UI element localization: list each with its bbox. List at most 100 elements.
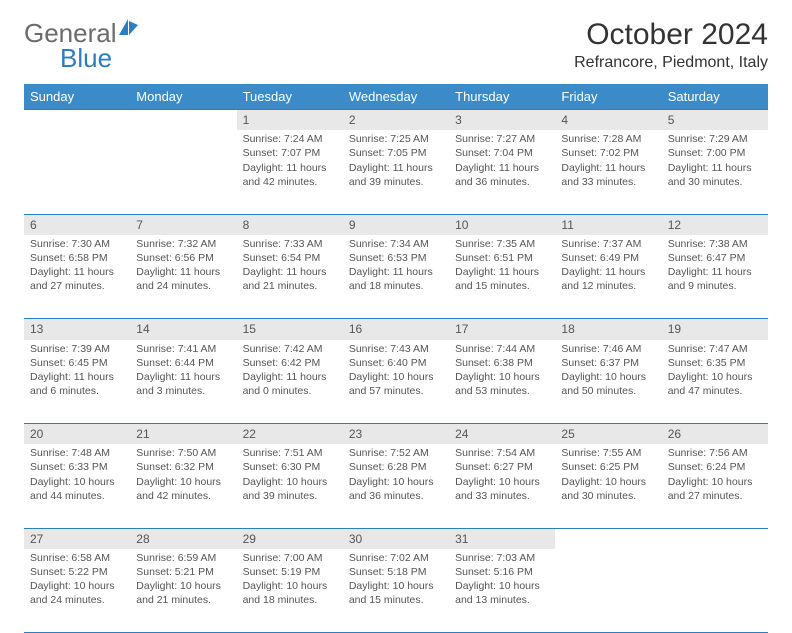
sunrise-text: Sunrise: 7:33 AM: [243, 237, 337, 251]
sunset-text: Sunset: 6:38 PM: [455, 356, 549, 370]
day-number-row: 12345: [24, 110, 768, 131]
day-number: 17: [449, 319, 555, 340]
calendar-table: SundayMondayTuesdayWednesdayThursdayFrid…: [24, 84, 768, 633]
daylight-text: Daylight: 10 hours and 27 minutes.: [668, 475, 762, 503]
sunrise-text: Sunrise: 7:29 AM: [668, 132, 762, 146]
daylight-text: Daylight: 10 hours and 39 minutes.: [243, 475, 337, 503]
day-number: 15: [237, 319, 343, 340]
day-cell: Sunrise: 7:48 AMSunset: 6:33 PMDaylight:…: [24, 444, 130, 528]
sunrise-text: Sunrise: 7:28 AM: [561, 132, 655, 146]
day-cell: Sunrise: 7:30 AMSunset: 6:58 PMDaylight:…: [24, 235, 130, 319]
sunset-text: Sunset: 6:58 PM: [30, 251, 124, 265]
day-number: 1: [237, 110, 343, 131]
day-cell: Sunrise: 7:43 AMSunset: 6:40 PMDaylight:…: [343, 340, 449, 424]
day-cell: Sunrise: 7:00 AMSunset: 5:19 PMDaylight:…: [237, 549, 343, 633]
day-number-row: 2728293031: [24, 528, 768, 549]
daylight-text: Daylight: 11 hours and 21 minutes.: [243, 265, 337, 293]
day-number: 26: [662, 424, 768, 445]
daylight-text: Daylight: 10 hours and 13 minutes.: [455, 579, 549, 607]
daylight-text: Daylight: 11 hours and 33 minutes.: [561, 161, 655, 189]
sunset-text: Sunset: 5:22 PM: [30, 565, 124, 579]
sunset-text: Sunset: 6:47 PM: [668, 251, 762, 265]
day-number: 2: [343, 110, 449, 131]
day-cell: Sunrise: 7:50 AMSunset: 6:32 PMDaylight:…: [130, 444, 236, 528]
daylight-text: Daylight: 10 hours and 47 minutes.: [668, 370, 762, 398]
daylight-text: Daylight: 10 hours and 44 minutes.: [30, 475, 124, 503]
location: Refrancore, Piedmont, Italy: [574, 54, 768, 72]
weekday-header: Monday: [130, 84, 236, 110]
day-cell: Sunrise: 7:41 AMSunset: 6:44 PMDaylight:…: [130, 340, 236, 424]
day-cell: Sunrise: 7:56 AMSunset: 6:24 PMDaylight:…: [662, 444, 768, 528]
daylight-text: Daylight: 11 hours and 36 minutes.: [455, 161, 549, 189]
day-content-row: Sunrise: 7:48 AMSunset: 6:33 PMDaylight:…: [24, 444, 768, 528]
daylight-text: Daylight: 11 hours and 9 minutes.: [668, 265, 762, 293]
day-number-empty: [555, 528, 661, 549]
weekday-header: Friday: [555, 84, 661, 110]
day-cell: Sunrise: 6:59 AMSunset: 5:21 PMDaylight:…: [130, 549, 236, 633]
sunrise-text: Sunrise: 7:41 AM: [136, 342, 230, 356]
sunset-text: Sunset: 6:42 PM: [243, 356, 337, 370]
day-number: 28: [130, 528, 236, 549]
day-number: 31: [449, 528, 555, 549]
day-number: 23: [343, 424, 449, 445]
day-number-empty: [24, 110, 130, 131]
weekday-header: Saturday: [662, 84, 768, 110]
day-cell-empty: [662, 549, 768, 633]
day-number: 6: [24, 214, 130, 235]
sunset-text: Sunset: 6:32 PM: [136, 460, 230, 474]
daylight-text: Daylight: 10 hours and 18 minutes.: [243, 579, 337, 607]
sunset-text: Sunset: 5:19 PM: [243, 565, 337, 579]
sunrise-text: Sunrise: 7:35 AM: [455, 237, 549, 251]
daylight-text: Daylight: 10 hours and 30 minutes.: [561, 475, 655, 503]
daylight-text: Daylight: 11 hours and 30 minutes.: [668, 161, 762, 189]
daylight-text: Daylight: 10 hours and 24 minutes.: [30, 579, 124, 607]
sunset-text: Sunset: 5:18 PM: [349, 565, 443, 579]
sunrise-text: Sunrise: 7:38 AM: [668, 237, 762, 251]
sunset-text: Sunset: 6:25 PM: [561, 460, 655, 474]
sunrise-text: Sunrise: 7:46 AM: [561, 342, 655, 356]
day-number: 16: [343, 319, 449, 340]
day-number-empty: [662, 528, 768, 549]
daylight-text: Daylight: 11 hours and 42 minutes.: [243, 161, 337, 189]
title-block: October 2024 Refrancore, Piedmont, Italy: [574, 18, 768, 72]
sunset-text: Sunset: 6:51 PM: [455, 251, 549, 265]
sunset-text: Sunset: 6:44 PM: [136, 356, 230, 370]
day-cell: Sunrise: 7:54 AMSunset: 6:27 PMDaylight:…: [449, 444, 555, 528]
day-cell: Sunrise: 6:58 AMSunset: 5:22 PMDaylight:…: [24, 549, 130, 633]
daylight-text: Daylight: 11 hours and 18 minutes.: [349, 265, 443, 293]
sunrise-text: Sunrise: 7:32 AM: [136, 237, 230, 251]
sunrise-text: Sunrise: 7:44 AM: [455, 342, 549, 356]
daylight-text: Daylight: 10 hours and 21 minutes.: [136, 579, 230, 607]
day-cell: Sunrise: 7:37 AMSunset: 6:49 PMDaylight:…: [555, 235, 661, 319]
sunrise-text: Sunrise: 7:27 AM: [455, 132, 549, 146]
sunrise-text: Sunrise: 7:52 AM: [349, 446, 443, 460]
daylight-text: Daylight: 10 hours and 15 minutes.: [349, 579, 443, 607]
sunrise-text: Sunrise: 7:56 AM: [668, 446, 762, 460]
sunrise-text: Sunrise: 7:55 AM: [561, 446, 655, 460]
day-number: 3: [449, 110, 555, 131]
sunrise-text: Sunrise: 6:59 AM: [136, 551, 230, 565]
day-cell: Sunrise: 7:42 AMSunset: 6:42 PMDaylight:…: [237, 340, 343, 424]
logo-text-blue: Blue: [60, 43, 140, 74]
day-number: 25: [555, 424, 661, 445]
daylight-text: Daylight: 11 hours and 0 minutes.: [243, 370, 337, 398]
day-cell: Sunrise: 7:44 AMSunset: 6:38 PMDaylight:…: [449, 340, 555, 424]
sunrise-text: Sunrise: 7:50 AM: [136, 446, 230, 460]
day-number: 14: [130, 319, 236, 340]
day-cell: Sunrise: 7:34 AMSunset: 6:53 PMDaylight:…: [343, 235, 449, 319]
sunrise-text: Sunrise: 7:39 AM: [30, 342, 124, 356]
day-number: 19: [662, 319, 768, 340]
sunrise-text: Sunrise: 7:30 AM: [30, 237, 124, 251]
sunset-text: Sunset: 6:54 PM: [243, 251, 337, 265]
sunrise-text: Sunrise: 7:25 AM: [349, 132, 443, 146]
daylight-text: Daylight: 10 hours and 50 minutes.: [561, 370, 655, 398]
sunrise-text: Sunrise: 7:43 AM: [349, 342, 443, 356]
sunset-text: Sunset: 7:07 PM: [243, 146, 337, 160]
weekday-header: Tuesday: [237, 84, 343, 110]
day-cell: Sunrise: 7:55 AMSunset: 6:25 PMDaylight:…: [555, 444, 661, 528]
day-cell: Sunrise: 7:39 AMSunset: 6:45 PMDaylight:…: [24, 340, 130, 424]
day-number: 11: [555, 214, 661, 235]
weekday-header: Thursday: [449, 84, 555, 110]
day-number: 29: [237, 528, 343, 549]
sunset-text: Sunset: 6:27 PM: [455, 460, 549, 474]
